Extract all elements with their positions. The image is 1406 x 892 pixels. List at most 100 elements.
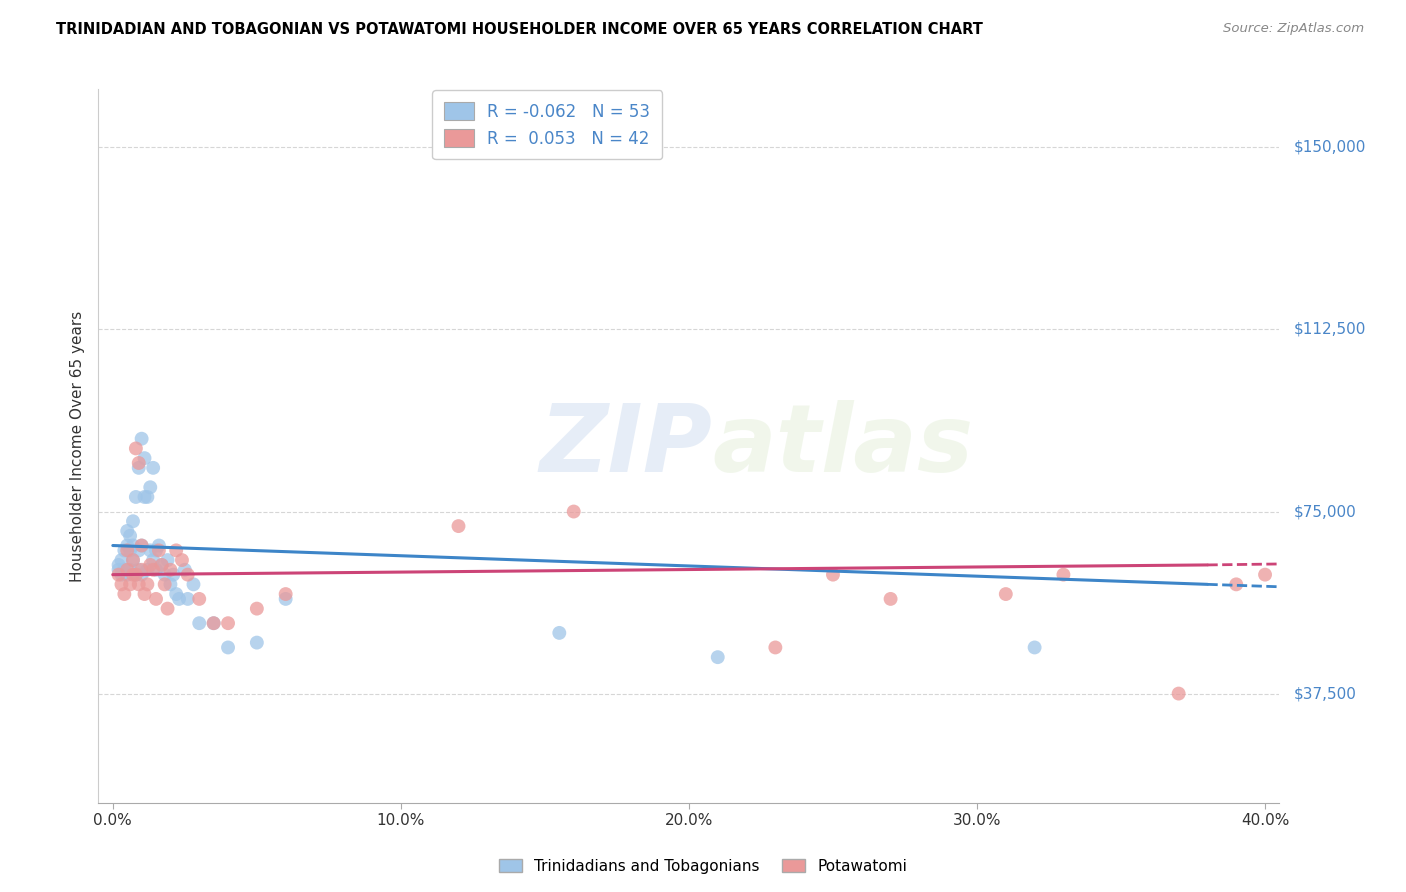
Point	[122, 553, 145, 567]
Point	[125, 567, 148, 582]
Point	[125, 490, 148, 504]
Legend: R = -0.062   N = 53, R =  0.053   N = 42: R = -0.062 N = 53, R = 0.053 N = 42	[433, 90, 662, 160]
Point	[153, 577, 176, 591]
Point	[115, 567, 138, 582]
Text: $37,500: $37,500	[1294, 686, 1357, 701]
Point	[177, 591, 200, 606]
Point	[159, 577, 181, 591]
Point	[120, 543, 142, 558]
Point	[156, 553, 179, 567]
Point	[131, 539, 153, 553]
Point	[128, 543, 150, 558]
Point	[122, 553, 145, 567]
Point	[131, 432, 153, 446]
Point	[202, 616, 225, 631]
Point	[128, 563, 150, 577]
Point	[139, 480, 162, 494]
Point	[188, 591, 211, 606]
Point	[120, 577, 142, 591]
Text: $150,000: $150,000	[1294, 140, 1365, 155]
Point	[142, 563, 165, 577]
Text: $112,500: $112,500	[1294, 322, 1365, 337]
Point	[150, 558, 173, 572]
Point	[188, 616, 211, 631]
Point	[994, 587, 1017, 601]
Text: ZIP: ZIP	[540, 400, 713, 492]
Point	[139, 558, 162, 572]
Point	[110, 553, 132, 567]
Point	[202, 616, 225, 631]
Text: TRINIDADIAN AND TOBAGONIAN VS POTAWATOMI HOUSEHOLDER INCOME OVER 65 YEARS CORREL: TRINIDADIAN AND TOBAGONIAN VS POTAWATOMI…	[56, 22, 983, 37]
Point	[274, 587, 297, 601]
Point	[122, 567, 145, 582]
Point	[134, 451, 156, 466]
Point	[274, 591, 297, 606]
Point	[139, 543, 162, 558]
Point	[142, 460, 165, 475]
Point	[165, 543, 187, 558]
Text: Source: ZipAtlas.com: Source: ZipAtlas.com	[1223, 22, 1364, 36]
Point	[246, 601, 269, 615]
Point	[145, 563, 167, 577]
Y-axis label: Householder Income Over 65 years: Householder Income Over 65 years	[70, 310, 86, 582]
Point	[115, 539, 138, 553]
Point	[821, 567, 844, 582]
Point	[110, 577, 132, 591]
Point	[110, 567, 132, 582]
Point	[128, 577, 150, 591]
Point	[763, 640, 786, 655]
Point	[562, 504, 585, 518]
Point	[145, 591, 167, 606]
Point	[217, 640, 239, 655]
Point	[148, 543, 170, 558]
Point	[1254, 567, 1277, 582]
Point	[150, 558, 173, 572]
Point	[128, 460, 150, 475]
Point	[136, 490, 159, 504]
Point	[167, 591, 190, 606]
Point	[148, 539, 170, 553]
Point	[115, 563, 138, 577]
Point	[1167, 687, 1189, 701]
Point	[1225, 577, 1247, 591]
Point	[145, 543, 167, 558]
Legend: Trinidadians and Tobagonians, Potawatomi: Trinidadians and Tobagonians, Potawatomi	[492, 853, 914, 880]
Point	[112, 587, 135, 601]
Point	[120, 563, 142, 577]
Point	[122, 539, 145, 553]
Point	[131, 563, 153, 577]
Point	[156, 601, 179, 615]
Point	[125, 442, 148, 456]
Point	[136, 577, 159, 591]
Point	[134, 490, 156, 504]
Point	[159, 563, 181, 577]
Point	[217, 616, 239, 631]
Point	[115, 543, 138, 558]
Point	[128, 456, 150, 470]
Point	[170, 553, 193, 567]
Point	[115, 524, 138, 538]
Point	[107, 563, 129, 577]
Point	[183, 577, 205, 591]
Point	[879, 591, 901, 606]
Point	[177, 567, 200, 582]
Point	[173, 563, 195, 577]
Point	[706, 650, 728, 665]
Point	[107, 558, 129, 572]
Point	[125, 567, 148, 582]
Point	[162, 567, 184, 582]
Point	[1052, 567, 1074, 582]
Point	[246, 635, 269, 649]
Point	[165, 587, 187, 601]
Point	[122, 514, 145, 528]
Point	[131, 539, 153, 553]
Point	[134, 587, 156, 601]
Point	[131, 567, 153, 582]
Point	[120, 529, 142, 543]
Point	[447, 519, 470, 533]
Point	[112, 563, 135, 577]
Point	[548, 626, 571, 640]
Point	[153, 567, 176, 582]
Point	[107, 567, 129, 582]
Text: $75,000: $75,000	[1294, 504, 1357, 519]
